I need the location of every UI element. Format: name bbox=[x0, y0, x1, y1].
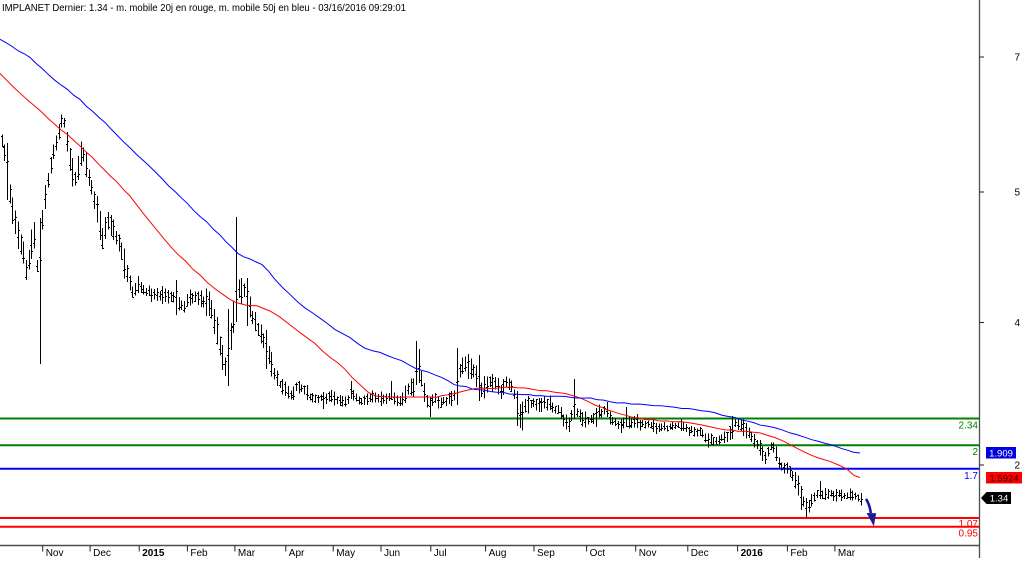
svg-text:May: May bbox=[336, 548, 355, 558]
svg-text:Oct: Oct bbox=[590, 548, 606, 558]
svg-text:Feb: Feb bbox=[790, 548, 808, 558]
svg-text:1.7: 1.7 bbox=[964, 471, 978, 482]
svg-text:1.909: 1.909 bbox=[989, 448, 1013, 459]
svg-text:2: 2 bbox=[1014, 461, 1020, 472]
svg-text:Apr: Apr bbox=[289, 548, 305, 558]
svg-text:Aug: Aug bbox=[489, 548, 507, 558]
svg-text:Sep: Sep bbox=[537, 548, 555, 558]
svg-text:0.95: 0.95 bbox=[959, 529, 979, 540]
svg-text:Jul: Jul bbox=[434, 548, 447, 558]
svg-text:Jun: Jun bbox=[384, 548, 400, 558]
svg-text:2016: 2016 bbox=[741, 548, 764, 558]
svg-text:2.34: 2.34 bbox=[959, 421, 979, 432]
svg-text:Nov: Nov bbox=[639, 548, 657, 558]
svg-text:1.34: 1.34 bbox=[990, 493, 1009, 504]
svg-text:Mar: Mar bbox=[838, 548, 856, 558]
svg-text:1.5924: 1.5924 bbox=[989, 473, 1018, 484]
svg-text:Mar: Mar bbox=[238, 548, 256, 558]
svg-text:2015: 2015 bbox=[142, 548, 165, 558]
svg-text:IMPLANET Dernier: 1.34 - m. mo: IMPLANET Dernier: 1.34 - m. mobile 20j e… bbox=[2, 2, 406, 14]
svg-text:5: 5 bbox=[1014, 188, 1020, 199]
svg-text:2: 2 bbox=[972, 447, 978, 458]
svg-text:4: 4 bbox=[1014, 318, 1020, 329]
svg-text:Feb: Feb bbox=[190, 548, 208, 558]
svg-text:1.07: 1.07 bbox=[959, 519, 979, 530]
svg-text:7: 7 bbox=[1014, 53, 1020, 64]
svg-text:Dec: Dec bbox=[93, 548, 111, 558]
svg-text:Dec: Dec bbox=[691, 548, 709, 558]
svg-text:Nov: Nov bbox=[46, 548, 64, 558]
